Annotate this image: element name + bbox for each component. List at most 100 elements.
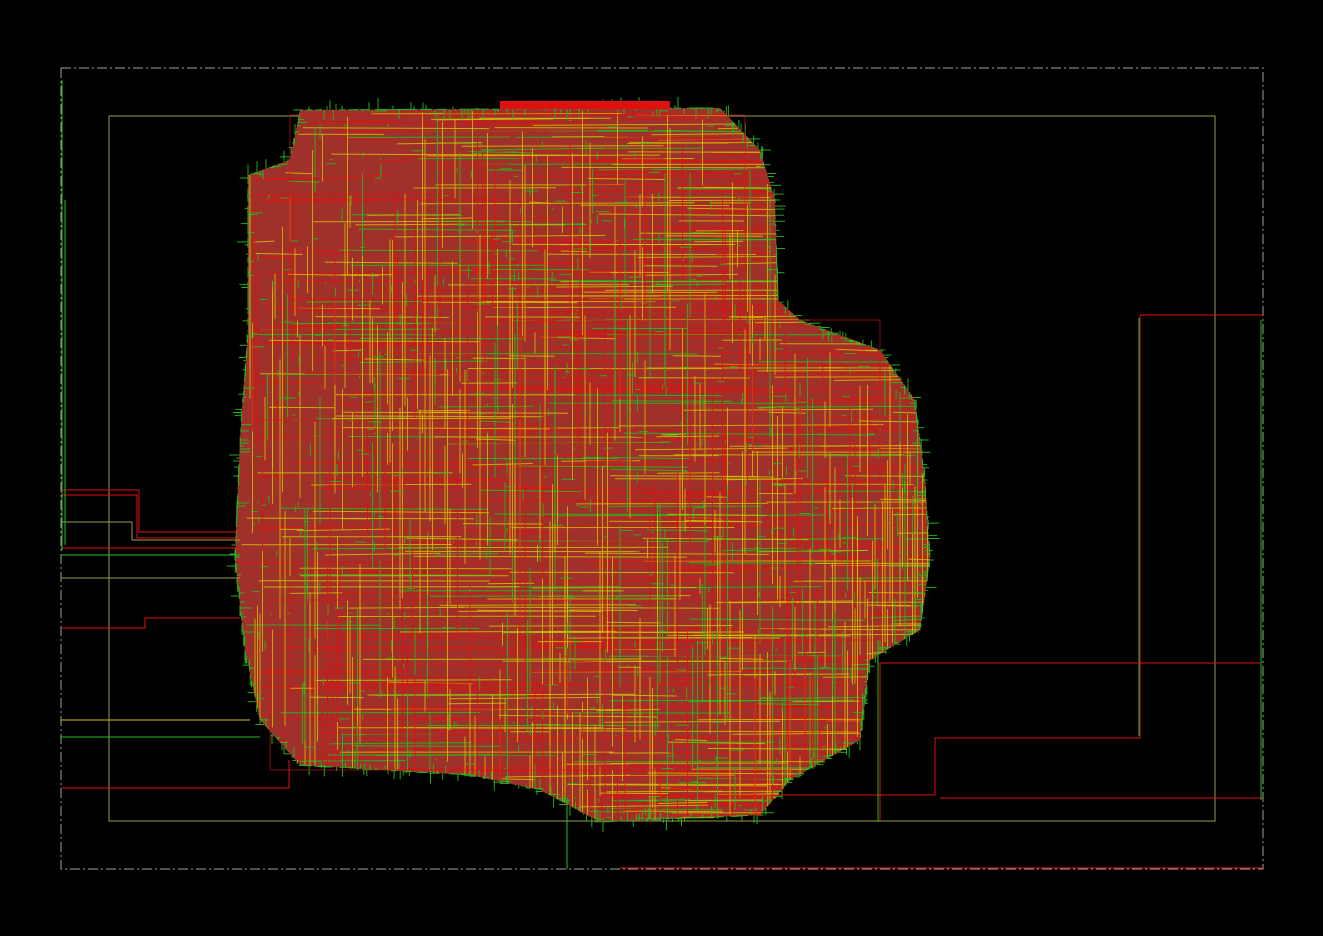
route-segment — [580, 204, 730, 207]
route-segment — [833, 379, 901, 381]
route-segment — [582, 456, 690, 460]
route-segment — [342, 174, 390, 178]
route-segment — [682, 586, 822, 589]
route-segment — [797, 651, 826, 654]
route-segment — [769, 219, 776, 223]
route-segment — [637, 256, 777, 258]
route-segment — [306, 301, 422, 303]
route-segment — [293, 324, 345, 327]
route-segment — [610, 762, 788, 764]
route-segment — [463, 121, 589, 124]
route-segment — [518, 465, 688, 468]
route-segment — [319, 252, 353, 256]
route-segment — [563, 195, 651, 199]
route-segment — [818, 469, 924, 471]
route-segment — [706, 496, 727, 498]
route-segment — [498, 714, 658, 718]
route-segment — [371, 748, 441, 750]
route-segment — [255, 382, 322, 384]
route-segment — [688, 189, 773, 193]
route-segment — [529, 645, 616, 648]
route-segment — [315, 316, 449, 318]
route-segment — [624, 706, 865, 709]
route-segment — [450, 606, 719, 609]
route-segment — [343, 411, 569, 414]
route-segment — [421, 217, 473, 220]
route-segment — [732, 732, 861, 735]
route-segment — [356, 571, 523, 574]
route-segment — [364, 358, 424, 361]
route-segment — [601, 169, 653, 172]
route-segment — [332, 417, 512, 420]
route-segment — [308, 682, 574, 684]
route-segment — [756, 480, 864, 483]
route-segment — [313, 724, 428, 727]
route-segment — [274, 633, 498, 636]
route-segment — [480, 147, 605, 151]
route-segment — [551, 159, 764, 163]
routing-layer — [226, 96, 940, 832]
route-segment — [475, 438, 516, 441]
route-segment — [336, 706, 511, 709]
route-segment — [643, 265, 718, 267]
route-segment — [606, 790, 723, 793]
route-segment — [609, 475, 757, 477]
route-segment — [257, 525, 378, 529]
route-segment — [501, 531, 565, 535]
route-segment — [290, 688, 546, 691]
route-segment — [635, 447, 788, 451]
route-segment — [794, 720, 863, 723]
route-segment — [299, 567, 513, 570]
route-segment — [559, 247, 777, 250]
route-segment — [420, 202, 695, 205]
route-segment — [783, 691, 867, 693]
route-segment — [820, 445, 921, 447]
route-segment — [569, 609, 638, 611]
route-segment — [431, 117, 591, 120]
route-segment — [590, 292, 778, 295]
route-segment — [756, 405, 916, 408]
route-segment — [392, 466, 565, 469]
route-segment — [672, 355, 722, 357]
route-segment — [584, 552, 769, 555]
route-segment — [599, 792, 669, 795]
route-segment — [406, 537, 518, 541]
route-segment — [741, 372, 887, 375]
route-segment — [461, 145, 664, 147]
route-segment — [617, 138, 750, 141]
route-segment — [396, 142, 482, 145]
route-segment — [735, 787, 785, 789]
route-segment — [262, 528, 540, 532]
route-segment — [844, 475, 925, 477]
route-segment — [260, 670, 407, 672]
route-segment — [359, 360, 488, 363]
route-segment — [656, 715, 848, 717]
route-segment — [616, 388, 886, 391]
route-segment — [251, 192, 468, 196]
route-segment — [316, 486, 564, 490]
route-segment — [728, 601, 925, 604]
route-segment — [324, 552, 441, 556]
route-segment — [610, 468, 687, 472]
route-segment — [505, 774, 630, 778]
route-segment — [892, 618, 922, 622]
route-segment — [531, 587, 697, 589]
route-segment — [579, 730, 859, 733]
route-segment — [639, 232, 777, 235]
route-segment — [798, 660, 870, 663]
route-segment — [689, 618, 866, 621]
route-segment — [668, 634, 851, 637]
route-segment — [581, 559, 857, 562]
route-segment — [612, 807, 681, 811]
route-segment — [336, 415, 544, 418]
route-segment — [338, 249, 539, 252]
route-segment — [731, 429, 762, 433]
route-segment — [588, 565, 812, 568]
route-segment — [559, 189, 766, 192]
route-segment — [674, 739, 708, 741]
route-segment — [539, 516, 808, 520]
route-segment — [307, 120, 394, 123]
route-segment — [712, 777, 794, 780]
route-segment — [367, 693, 635, 696]
